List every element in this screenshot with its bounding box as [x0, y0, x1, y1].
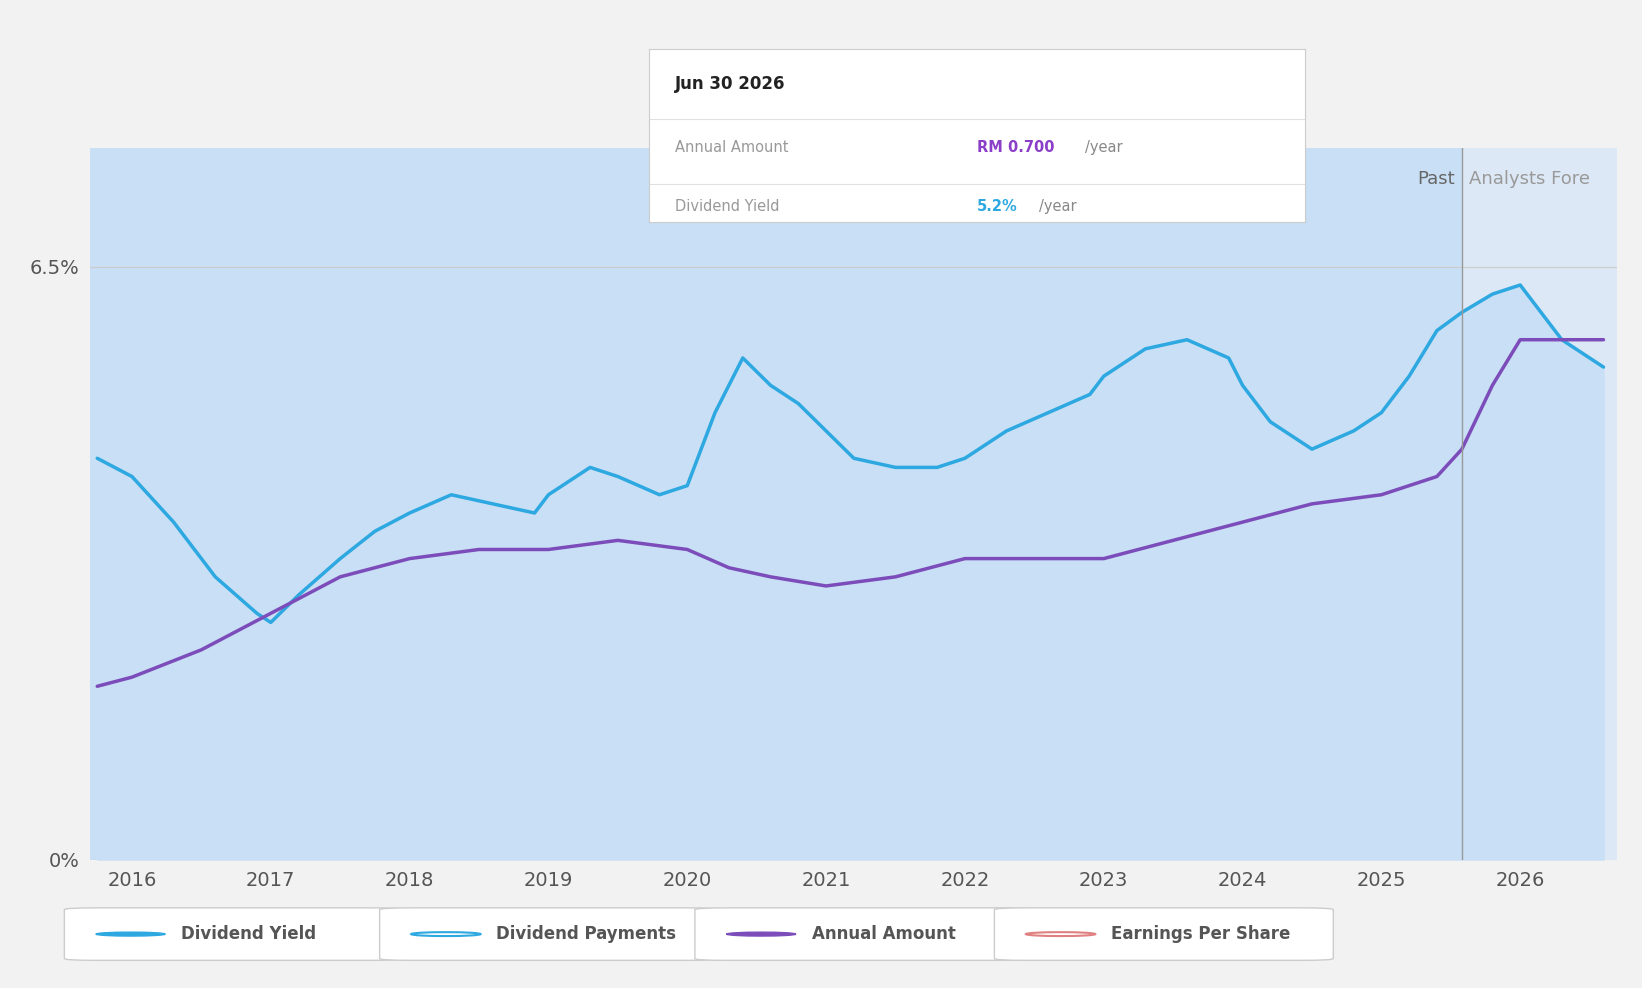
Text: Earnings Per Share: Earnings Per Share [1112, 925, 1291, 944]
Bar [90, 148, 1461, 860]
Circle shape [95, 932, 166, 936]
Bar [1461, 148, 1617, 860]
FancyBboxPatch shape [695, 908, 1034, 960]
FancyBboxPatch shape [995, 908, 1333, 960]
FancyBboxPatch shape [64, 908, 404, 960]
Text: Annual Amount: Annual Amount [811, 925, 956, 944]
Text: Dividend Yield: Dividend Yield [181, 925, 317, 944]
Text: Jun 30 2026: Jun 30 2026 [675, 75, 785, 93]
Text: RM 0.700: RM 0.700 [977, 140, 1054, 155]
Circle shape [1026, 932, 1095, 936]
Text: Past: Past [1417, 170, 1455, 188]
Text: /year: /year [1085, 140, 1123, 155]
Text: Annual Amount: Annual Amount [675, 140, 788, 155]
FancyBboxPatch shape [379, 908, 719, 960]
Text: /year: /year [1039, 200, 1077, 214]
Text: Analysts Fore: Analysts Fore [1470, 170, 1589, 188]
Text: Dividend Yield: Dividend Yield [675, 200, 780, 214]
Circle shape [726, 932, 796, 936]
Text: 5.2%: 5.2% [977, 200, 1018, 214]
Circle shape [410, 932, 481, 936]
Text: Dividend Payments: Dividend Payments [496, 925, 677, 944]
